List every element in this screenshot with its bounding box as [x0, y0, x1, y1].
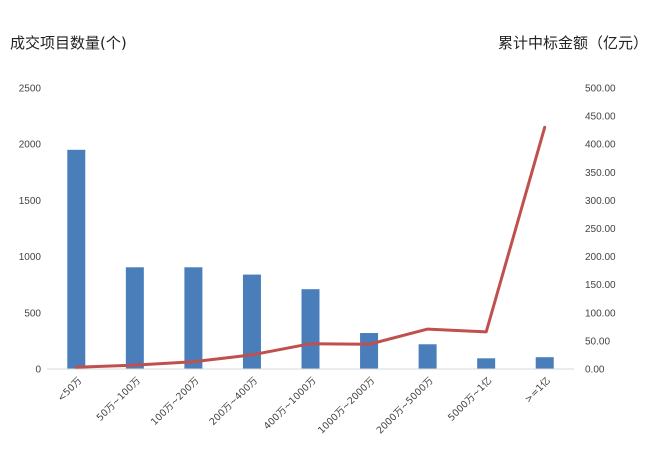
bar [477, 358, 496, 369]
category-tick-label: >=1亿 [522, 375, 553, 406]
category-tick-label: 200万~400万 [208, 375, 260, 427]
right-axis-title: 累计中标金额（亿元） [498, 34, 648, 52]
right-tick-label: 500.00 [585, 84, 616, 95]
left-tick-label: 2000 [19, 140, 42, 151]
line-series-group [74, 125, 547, 369]
right-tick-label: 100.00 [585, 308, 616, 319]
bar [242, 274, 261, 369]
category-tick-label: <50万 [56, 375, 85, 404]
right-tick-label: 250.00 [585, 224, 616, 235]
right-tick-label: 200.00 [585, 252, 616, 263]
right-tick-label: 300.00 [585, 196, 616, 207]
category-tick-label: 400万~1000万 [262, 375, 319, 432]
left-tick-label: 2500 [19, 84, 42, 95]
right-tick-label: 450.00 [585, 112, 616, 123]
right-tick-label: 150.00 [585, 280, 616, 291]
category-axis-ticks: <50万 50万~100万 100万~200万 200万~400万 400万~1000万… [56, 375, 553, 437]
line-series [74, 125, 547, 369]
bar [125, 267, 144, 369]
right-tick-label: 350.00 [585, 168, 616, 179]
category-tick-label: 1000万~2000万 [316, 375, 377, 436]
bar [535, 357, 554, 369]
category-tick-label: 5000万~1亿 [445, 375, 494, 424]
left-tick-label: 500 [24, 308, 41, 319]
left-tick-label: 1000 [19, 252, 42, 263]
left-tick-label: 1500 [19, 196, 42, 207]
category-tick-label: 100万~200万 [149, 375, 201, 427]
bar [301, 289, 320, 369]
right-tick-label: 50.00 [585, 336, 610, 347]
left-tick-label: 0 [35, 365, 41, 376]
bar [360, 333, 379, 369]
right-tick-label: 0.00 [585, 365, 605, 376]
bar-series [67, 149, 554, 369]
right-axis-ticks: 0.00 50.00 100.00 150.00 200.00 250.00 300.00 3… [585, 84, 616, 376]
bar [418, 344, 437, 369]
left-axis-title: 成交项目数量(个) [10, 34, 127, 52]
right-tick-label: 400.00 [585, 140, 616, 151]
category-tick-label: 50万~100万 [95, 375, 143, 423]
bar [67, 149, 86, 369]
category-tick-label: 2000万~5000万 [375, 375, 436, 436]
bar [184, 267, 203, 369]
left-axis-ticks: 0 500 1000 1500 2000 2500 [19, 84, 42, 376]
